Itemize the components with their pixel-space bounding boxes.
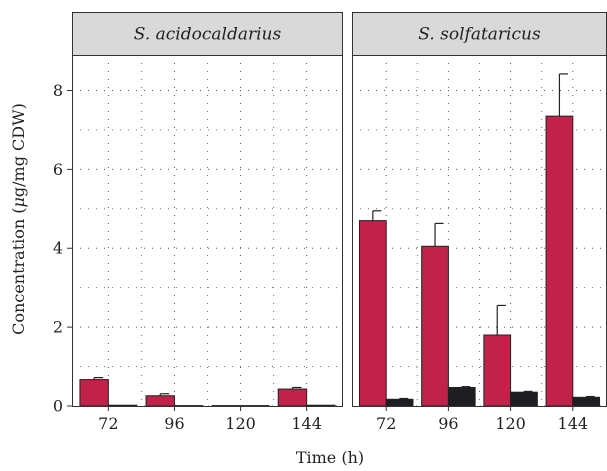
panel-strip-box (352, 12, 607, 56)
bar-series-2-144 (572, 396, 601, 407)
bar-series-1-96 (421, 245, 449, 407)
bar-series-2-144 (306, 404, 336, 407)
x-tick-label: 96 (438, 414, 458, 433)
y-tick-label: 6 (53, 160, 63, 179)
y-tick-label: 4 (53, 239, 63, 258)
x-axis-label: Time (h) (296, 448, 364, 467)
y-axis-label-mu: μ (9, 197, 28, 207)
bar-series-1-144 (545, 115, 574, 407)
panel-1: S. acidocaldarius 72 96 120 144 (72, 12, 343, 433)
x-tick-label: 144 (558, 414, 589, 433)
y-axis-label-prefix: Concentration ( (9, 207, 28, 334)
y-tick-label: 2 (53, 318, 63, 337)
bar-series-2-72 (385, 398, 414, 407)
panel-frame (72, 55, 343, 407)
panel-strip-label: S. acidocaldarius (134, 25, 282, 45)
y-axis: 0 2 4 6 8 (53, 81, 72, 416)
y-tick-label: 8 (53, 81, 63, 100)
bar-series-2-72 (107, 404, 138, 407)
bar-series-1-96 (145, 395, 175, 407)
x-tick-label: 72 (376, 414, 396, 433)
panel-2: S. solfataricus 72 96 120 144 (352, 12, 607, 433)
x-tick-label: 144 (291, 414, 322, 433)
bar-series-1-72 (79, 379, 109, 407)
panel-strip-box (72, 12, 343, 56)
bar-series-2-96 (447, 386, 476, 407)
y-tick-label: 0 (53, 397, 63, 416)
y-axis-label-suffix: g/mg CDW) (9, 103, 28, 197)
x-tick-label: 120 (225, 414, 256, 433)
bar-series-1-144 (277, 388, 308, 407)
y-axis-label: Concentration (μg/mg CDW) (9, 103, 28, 335)
x-tick-label: 96 (164, 414, 184, 433)
bar-series-1-120 (483, 334, 512, 407)
bar-series-1-72 (358, 220, 387, 407)
panel-strip-label: S. solfataricus (418, 25, 541, 45)
x-tick-label: 72 (98, 414, 118, 433)
bar-series-2-120 (510, 391, 538, 407)
x-tick-label: 120 (495, 414, 526, 433)
